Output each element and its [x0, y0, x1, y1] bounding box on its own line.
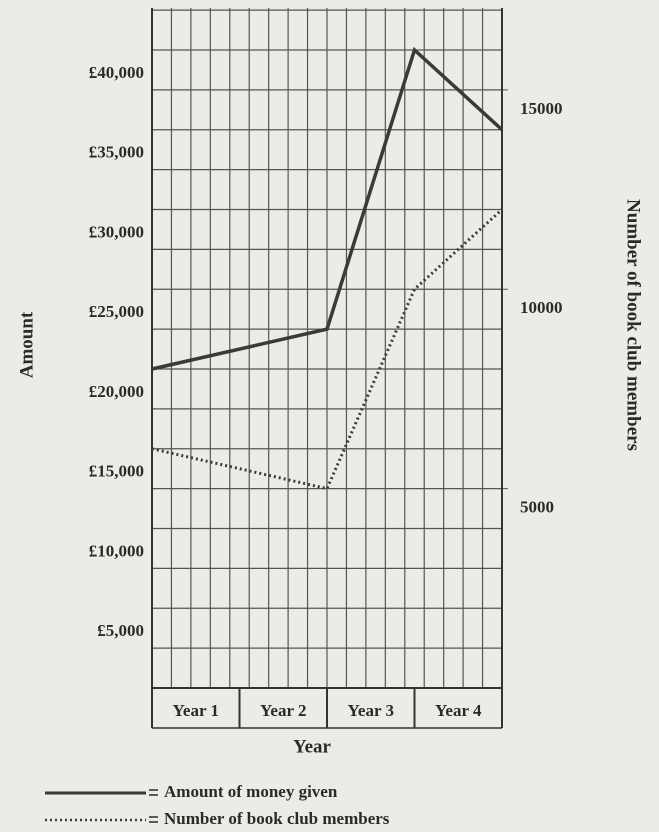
y-tick-label: £30,000 [89, 222, 144, 241]
y2-tick-label: 10000 [520, 298, 563, 317]
y-tick-label: £35,000 [89, 143, 144, 162]
x-tick-label: Year 3 [348, 701, 394, 720]
series-line [151, 46, 504, 371]
legend-label: Number of book club members [164, 809, 390, 828]
y2-tick-label: 5000 [520, 498, 554, 517]
y-tick-label: £25,000 [89, 302, 144, 321]
y2-tick-label: 15000 [520, 99, 563, 118]
y-tick-label: £40,000 [89, 63, 144, 82]
y-tick-label: £15,000 [89, 462, 144, 481]
y-tick-label: £20,000 [89, 382, 144, 401]
x-axis-title: Year [293, 736, 332, 757]
y2-axis-title: Number of book club members [623, 199, 644, 451]
x-tick-label: Year 1 [173, 701, 219, 720]
legend-label: Amount of money given [164, 782, 338, 801]
x-tick-label: Year 4 [435, 701, 482, 720]
y-tick-label: £5,000 [97, 621, 144, 640]
series-line [151, 208, 504, 491]
x-tick-label: Year 2 [260, 701, 306, 720]
y-axis-title: Amount [16, 311, 37, 378]
y-tick-label: £10,000 [89, 541, 144, 560]
